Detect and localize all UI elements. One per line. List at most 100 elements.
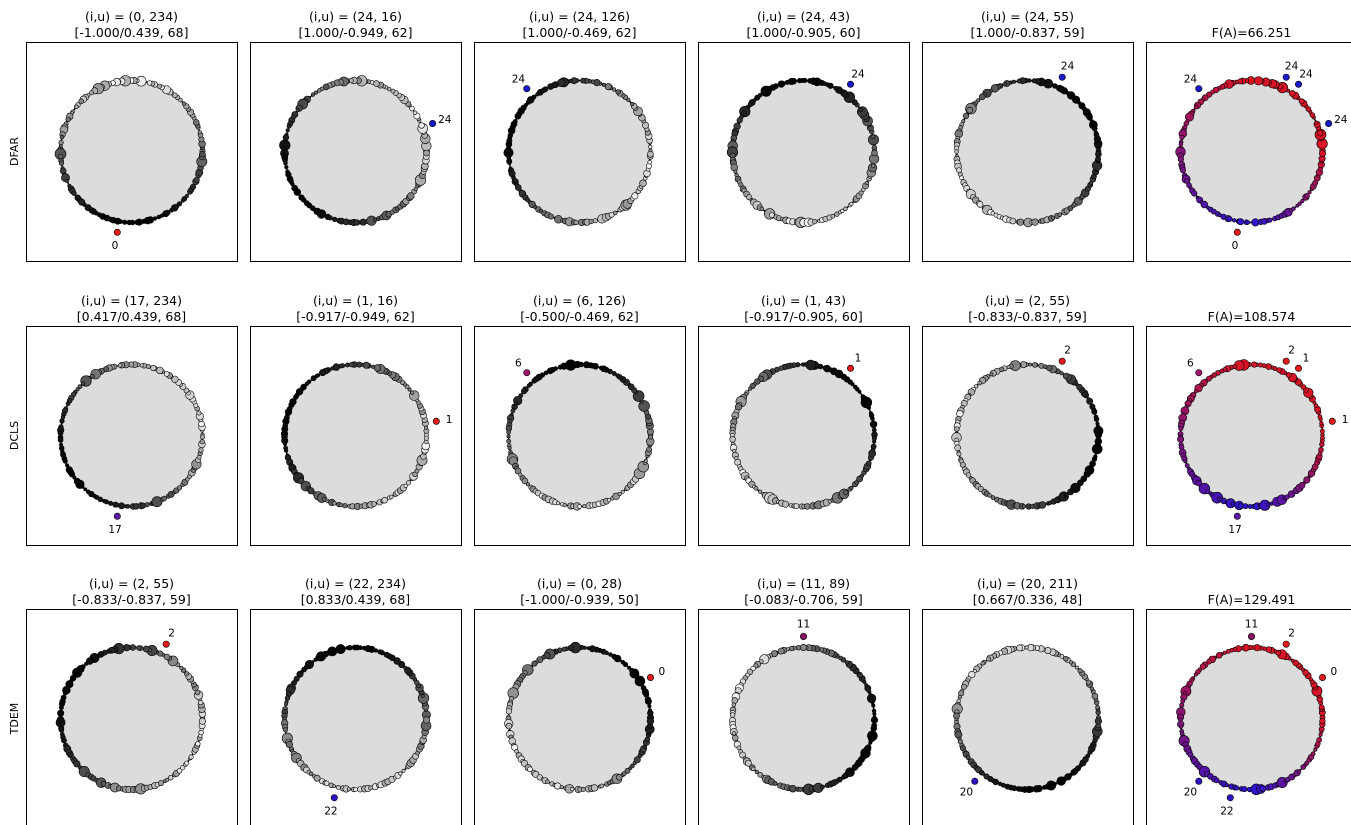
node-dot bbox=[1226, 216, 1233, 222]
node-dot bbox=[285, 128, 290, 133]
node-dot bbox=[282, 727, 288, 733]
node-dot bbox=[957, 694, 962, 700]
node-dot bbox=[1180, 698, 1186, 704]
node-dot bbox=[1031, 218, 1039, 226]
node-dot bbox=[1251, 361, 1258, 368]
node-dot bbox=[1234, 785, 1240, 791]
node-dot bbox=[869, 420, 878, 428]
node-dot bbox=[122, 219, 128, 225]
node-dot bbox=[319, 369, 327, 377]
node-dot bbox=[310, 375, 317, 382]
node-dot bbox=[761, 89, 768, 95]
node-dot bbox=[606, 498, 612, 503]
node-dot bbox=[1179, 134, 1185, 140]
node-dot bbox=[611, 371, 617, 376]
node-dot bbox=[1009, 217, 1017, 225]
node-dot bbox=[953, 426, 960, 432]
node-dot bbox=[198, 447, 204, 453]
node-dot bbox=[871, 722, 878, 729]
node-dot bbox=[864, 683, 869, 688]
node-dot bbox=[959, 461, 966, 468]
node-dot bbox=[559, 785, 564, 790]
node-dot bbox=[977, 380, 983, 386]
node-dot bbox=[580, 786, 586, 792]
row-label: TDEM bbox=[8, 703, 21, 736]
node-dot bbox=[393, 657, 401, 665]
node-dot bbox=[1177, 156, 1184, 163]
marker-label: 1 bbox=[855, 353, 862, 365]
node-dot bbox=[156, 366, 164, 375]
node-dot bbox=[1317, 414, 1323, 419]
node-dot bbox=[84, 661, 89, 666]
highlight-marker bbox=[1226, 794, 1234, 802]
node-dot bbox=[647, 704, 652, 709]
node-dot bbox=[59, 418, 65, 424]
node-dot bbox=[1178, 426, 1184, 432]
panel-subtitle: [-0.917/-0.949, 62] bbox=[296, 309, 414, 324]
node-dot bbox=[865, 744, 872, 750]
panel: (i,u) = (24, 55)[1.000/-0.837, 59] 24 bbox=[922, 9, 1134, 262]
node-dot bbox=[195, 741, 201, 747]
node-dot bbox=[1035, 784, 1043, 793]
node-dot bbox=[1077, 668, 1083, 674]
panel-subtitle: [1.000/-0.905, 60] bbox=[747, 25, 861, 40]
node-dot bbox=[870, 163, 876, 168]
node-dot bbox=[865, 181, 870, 186]
node-dot bbox=[838, 655, 843, 661]
node-dot bbox=[1316, 736, 1322, 743]
node-dot bbox=[284, 695, 291, 701]
node-dot bbox=[125, 504, 131, 509]
node-dot bbox=[751, 766, 756, 771]
node-dot bbox=[1062, 372, 1070, 380]
node-dot bbox=[1080, 475, 1088, 483]
node-dot bbox=[1183, 459, 1188, 464]
panel: (i,u) = (1, 16)[-0.917/-0.949, 62] 1 bbox=[250, 293, 462, 546]
node-dot bbox=[833, 85, 839, 91]
node-dot bbox=[871, 427, 877, 433]
node-dot bbox=[398, 771, 403, 776]
node-dot bbox=[418, 122, 425, 129]
node-dot bbox=[345, 362, 350, 368]
node-dot bbox=[1038, 362, 1045, 369]
node-dot bbox=[1297, 201, 1302, 206]
node-dot bbox=[1320, 428, 1325, 434]
node-dot bbox=[307, 487, 315, 495]
node-dot bbox=[772, 781, 778, 786]
node-dot bbox=[871, 149, 878, 157]
node-dot bbox=[403, 665, 408, 670]
node-dot bbox=[544, 779, 550, 785]
node-dot bbox=[198, 420, 205, 428]
node-dot bbox=[1184, 463, 1190, 468]
node-dot bbox=[852, 384, 858, 390]
node-dot bbox=[514, 749, 519, 754]
highlight-marker bbox=[1233, 512, 1241, 520]
node-dot bbox=[180, 765, 186, 771]
node-dot bbox=[630, 763, 635, 769]
node-dot bbox=[1298, 481, 1306, 489]
node-dot bbox=[129, 219, 136, 226]
panel-subtitle: F(A)=129.491 bbox=[1208, 592, 1296, 607]
marker-label: 0 bbox=[1232, 240, 1239, 252]
node-dot bbox=[142, 645, 150, 653]
node-dot bbox=[1094, 717, 1102, 725]
node-dot bbox=[349, 362, 355, 368]
node-dot bbox=[1016, 644, 1024, 652]
panel-subtitle: [-0.083/-0.706, 59] bbox=[744, 592, 862, 607]
node-dot bbox=[615, 373, 621, 379]
node-dot bbox=[521, 477, 529, 485]
node-dot bbox=[646, 717, 655, 725]
highlight-marker bbox=[1195, 777, 1203, 785]
node-dot bbox=[1318, 446, 1324, 453]
node-dot bbox=[351, 644, 358, 651]
panel: (i,u) = (24, 16)[1.000/-0.949, 62] 24 bbox=[250, 9, 462, 262]
node-dot bbox=[1032, 362, 1038, 368]
node-dot bbox=[744, 759, 752, 767]
node-dot bbox=[331, 784, 336, 789]
node-dot bbox=[304, 381, 310, 386]
node-dot bbox=[423, 435, 429, 441]
node-dot bbox=[65, 401, 71, 407]
node-dot bbox=[562, 502, 567, 508]
node-dot bbox=[1298, 98, 1305, 105]
node-dot bbox=[531, 660, 538, 667]
node-dot bbox=[843, 206, 848, 212]
